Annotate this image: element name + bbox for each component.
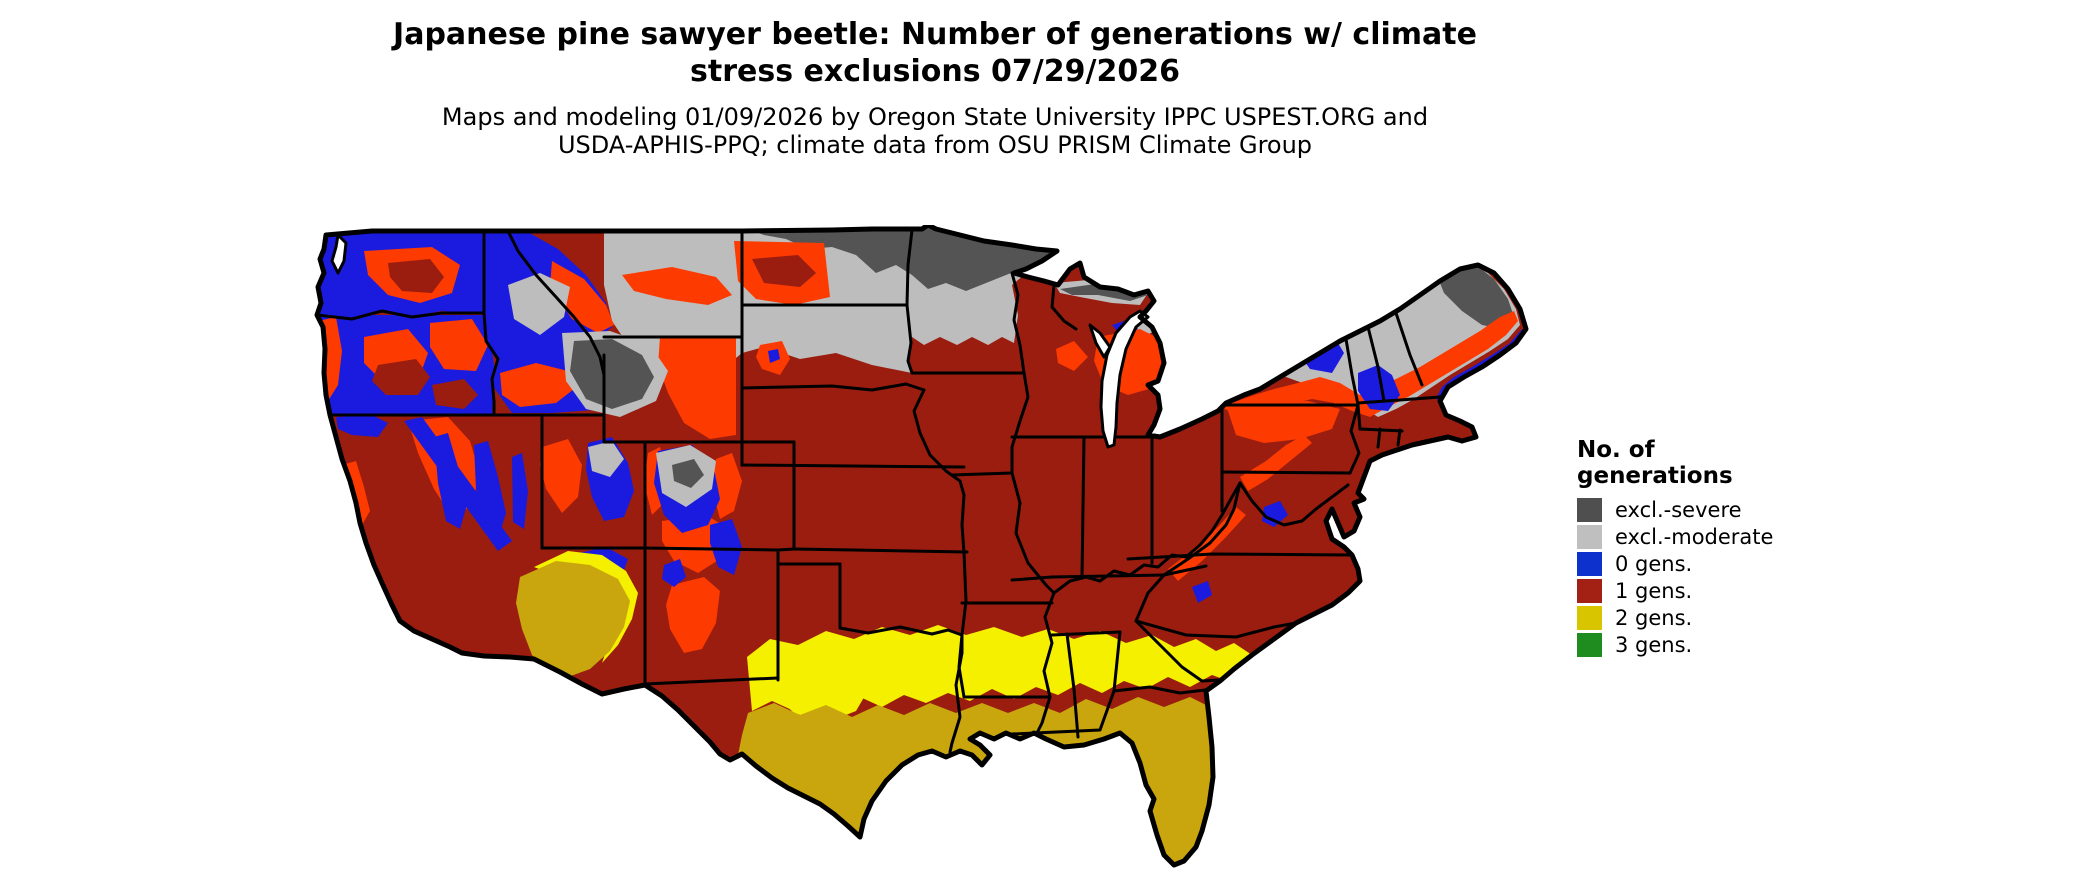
- legend-swatch-2-gens: [1577, 606, 1602, 630]
- map-header: Japanese pine sawyer beetle: Number of g…: [0, 16, 1870, 159]
- legend-title: No. of generations: [1577, 437, 1897, 489]
- us-outline: [314, 225, 1529, 868]
- page-subtitle: Maps and modeling 01/09/2026 by Oregon S…: [0, 103, 1870, 159]
- legend-item-3-gens: 3 gens.: [1577, 633, 1897, 657]
- legend-item-excl-moderate: excl.-moderate: [1577, 525, 1897, 549]
- green-bay: [1088, 323, 1112, 359]
- puget-sound: [330, 233, 348, 275]
- lake-michigan: [1099, 309, 1150, 449]
- page-title: Japanese pine sawyer beetle: Number of g…: [0, 16, 1870, 90]
- legend-item-2-gens: 2 gens.: [1577, 606, 1897, 630]
- state-borders: [317, 228, 1442, 754]
- legend-swatch-excl-severe: [1577, 498, 1602, 522]
- legend-items: excl.-severe excl.-moderate 0 gens. 1 ge…: [1577, 498, 1897, 657]
- title-line-2: stress exclusions 07/29/2026: [690, 54, 1180, 89]
- us-generations-map: [312, 225, 1542, 885]
- legend-label-3-gens: 3 gens.: [1615, 633, 1693, 657]
- legend-item-1-gens: 1 gens.: [1577, 579, 1897, 603]
- legend-swatch-3-gens: [1577, 633, 1602, 657]
- legend-swatch-excl-moderate: [1577, 525, 1602, 549]
- subtitle-line-2: USDA-APHIS-PPQ; climate data from OSU PR…: [557, 131, 1313, 159]
- legend-label-excl-moderate: excl.-moderate: [1615, 525, 1774, 549]
- legend-title-line-1: No. of: [1577, 437, 1655, 463]
- legend-label-excl-severe: excl.-severe: [1615, 498, 1742, 522]
- legend-item-0-gens: 0 gens.: [1577, 552, 1897, 576]
- legend-label-0-gens: 0 gens.: [1615, 552, 1693, 576]
- legend-title-line-2: generations: [1577, 463, 1733, 489]
- us-map-svg: [314, 225, 1529, 868]
- subtitle-line-1: Maps and modeling 01/09/2026 by Oregon S…: [441, 103, 1429, 131]
- legend-swatch-0-gens: [1577, 552, 1602, 576]
- map-legend: No. of generations excl.-severe excl.-mo…: [1577, 437, 1897, 660]
- title-line-1: Japanese pine sawyer beetle: Number of g…: [393, 17, 1477, 52]
- legend-label-1-gens: 1 gens.: [1615, 579, 1693, 603]
- legend-label-2-gens: 2 gens.: [1615, 606, 1693, 630]
- legend-item-excl-severe: excl.-severe: [1577, 498, 1897, 522]
- map-region-excl-severe-mountains: [570, 339, 704, 488]
- legend-swatch-1-gens: [1577, 579, 1602, 603]
- map-region-1-gens-west-cores: [372, 255, 816, 409]
